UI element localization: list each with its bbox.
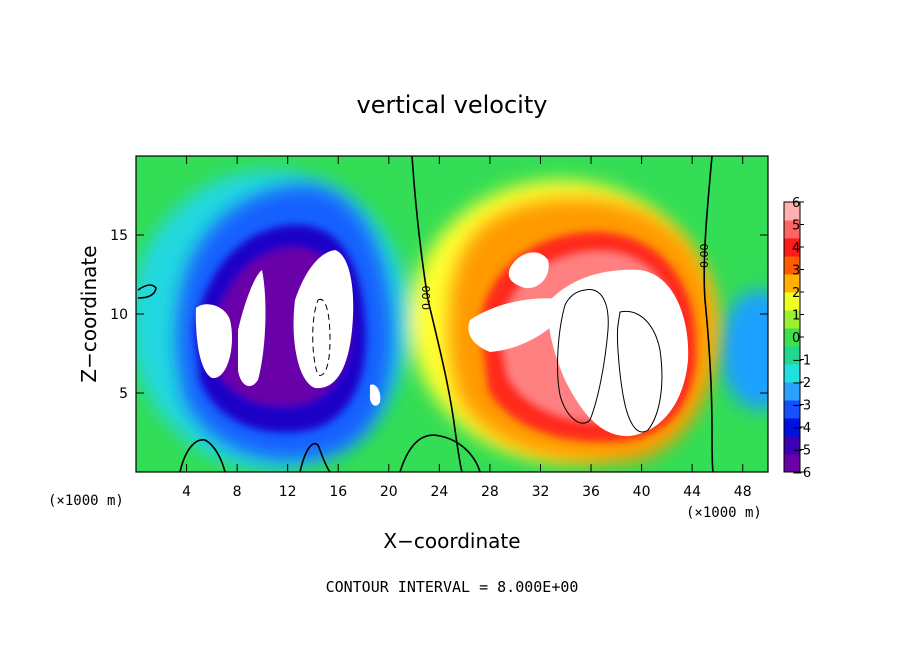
x-tick-label: 36	[582, 484, 600, 500]
y-tick-label: 5	[119, 386, 128, 402]
colorbar-segment	[784, 382, 800, 401]
contour-interval: CONTOUR INTERVAL = 8.000E+00	[326, 578, 579, 596]
chart-title: vertical velocity	[357, 91, 548, 119]
x-tick-label: 48	[734, 484, 752, 500]
colorbar-label: 6	[792, 196, 800, 211]
colorbar-label: 3	[792, 264, 800, 279]
colorbar-segment	[784, 274, 800, 293]
colorbar-segment	[784, 400, 800, 419]
x-tick-label: 28	[481, 484, 499, 500]
colorbar-segment	[784, 292, 800, 311]
x-tick-label: 20	[380, 484, 398, 500]
colorbar-label: −6	[792, 466, 811, 481]
x-tick-label: 12	[279, 484, 297, 500]
colorbar-label: −1	[792, 354, 811, 369]
colorbar-segment	[784, 346, 800, 365]
colorbar: 6 5 4 3 2 1 0 −1 −2 −3 −4 −5 −6	[783, 196, 811, 481]
colorbar-label: 1	[792, 309, 800, 324]
colorbar-segment	[784, 454, 800, 473]
y-tick-label: 10	[110, 307, 128, 323]
colorbar-segment	[784, 328, 800, 347]
x-tick-label: 16	[329, 484, 347, 500]
x-tick-label: 8	[233, 484, 242, 500]
colorbar-label: −5	[792, 444, 811, 459]
colorbar-segment	[784, 238, 800, 257]
y-axis-label: Z−coordinate	[77, 245, 101, 382]
y-tick-label: 15	[110, 228, 128, 244]
colorbar-segment	[784, 310, 800, 329]
x-unit-right: (×1000 m)	[686, 505, 762, 521]
colorbar-segment	[784, 256, 800, 275]
contour-label-left: 0.00	[420, 286, 433, 311]
right-edge-cool	[720, 290, 768, 410]
colorbar-label: −4	[792, 421, 811, 436]
contour-lines	[137, 156, 714, 472]
x-tick-label: 32	[532, 484, 550, 500]
colorbar-segment	[784, 364, 800, 383]
colorbar-label: −3	[792, 399, 811, 414]
colorbar-segment	[784, 202, 800, 221]
colorbar-segment	[784, 436, 800, 455]
contour-label-right: 0.00	[698, 244, 711, 269]
x-axis-label: X−coordinate	[383, 529, 520, 553]
colorbar-label: 5	[792, 219, 800, 234]
x-axis: 4 8 12 16 20 24 28 32 36 40 44 48	[182, 156, 752, 500]
plot-area	[136, 156, 768, 472]
colorbar-label: −2	[792, 376, 811, 391]
y-axis: 5 10 15	[110, 228, 768, 402]
x-tick-label: 44	[683, 484, 701, 500]
x-tick-label: 4	[182, 484, 191, 500]
colorbar-segment	[784, 418, 800, 437]
x-tick-label: 24	[430, 484, 448, 500]
negative-contours	[312, 298, 331, 376]
colorbar-label: 2	[792, 286, 800, 301]
colorbar-label: 0	[792, 331, 800, 346]
colorbar-label: 4	[792, 241, 800, 256]
x-tick-label: 40	[633, 484, 651, 500]
x-unit-left: (×1000 m)	[48, 493, 124, 509]
colorbar-segment	[784, 220, 800, 239]
